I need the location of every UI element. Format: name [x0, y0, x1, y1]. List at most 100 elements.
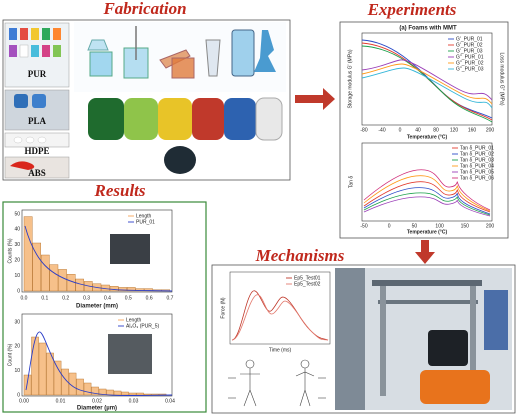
material-label: ABS [28, 168, 46, 178]
x-tick-label: 80 [433, 127, 439, 133]
bar-shape [41, 254, 50, 292]
bar-shape [83, 382, 92, 396]
legend-label: Tan δ_PUR_04 [460, 163, 494, 169]
arrow [295, 88, 335, 110]
axis-label: Diameter (mm) [76, 304, 118, 310]
y-tick-label: 0 [17, 288, 20, 294]
x-tick-label: 0.2 [62, 295, 69, 301]
y-tick-label: 30 [14, 242, 20, 248]
y-tick-label: 20 [14, 344, 20, 350]
bar-shape [68, 372, 77, 396]
curves [363, 169, 491, 217]
plot-area [361, 142, 493, 222]
legend-label: Tan δ_PUR_03 [460, 157, 494, 163]
body-figures [228, 359, 326, 407]
y-tick-label: 0 [17, 392, 20, 398]
plot-area [21, 209, 173, 293]
x-tick-label: 0.01 [56, 398, 66, 404]
axis-label: Force (N) [220, 297, 226, 318]
bar-shape [23, 216, 33, 292]
legend-label: Length [126, 317, 142, 323]
bar-shape [128, 392, 137, 396]
material-label: HDPE [24, 146, 49, 156]
bar-shape [136, 392, 144, 396]
process-illustration [74, 22, 286, 174]
x-tick-label: 100 [435, 223, 444, 229]
x-tick-label: 0.5 [125, 295, 132, 301]
x-tick-label: 0.0 [21, 295, 28, 301]
curves [231, 290, 329, 341]
y-tick-label: 50 [14, 211, 20, 217]
bar-shape [23, 374, 32, 396]
x-tick-label: -50 [360, 223, 367, 229]
legend-label: Tan δ_PUR_05 [460, 169, 494, 175]
x-tick-label: 150 [461, 223, 470, 229]
legend-label: Ep5_Test01 [294, 275, 321, 281]
axis-label: Count (%) [7, 343, 13, 366]
arrow [415, 240, 435, 264]
materials: PUR PLA HDPE ABS [4, 22, 70, 179]
material-label: PLA [28, 116, 47, 126]
x-tick-label: 0.3 [83, 295, 90, 301]
x-tick-label: 0.04 [165, 398, 175, 404]
fit-curve [25, 331, 173, 396]
legend-label: G'_PUR_03 [456, 48, 483, 54]
panel [339, 21, 509, 239]
axis-label: Temperature (°C) [407, 229, 448, 235]
bar-shape [32, 242, 41, 292]
bar-shape [126, 287, 136, 292]
bar-shape [118, 287, 127, 292]
bar-shape [58, 269, 67, 292]
x-tick-label: 120 [450, 127, 459, 133]
plot-area [229, 271, 331, 345]
bar-shape [38, 342, 47, 396]
curves [361, 39, 493, 123]
title: Experiments [367, 0, 457, 19]
axis-label: Diameter (µm) [77, 406, 117, 412]
x-tick-label: 40 [415, 127, 421, 133]
legend-label: G''_PUR_03 [456, 66, 484, 72]
legend-label: Ep5_Test02 [294, 281, 321, 287]
legend-label: PUR_01 [136, 219, 155, 225]
legend-label: Tan δ_PUR_01 [460, 145, 494, 151]
title: Results [93, 181, 145, 200]
y-tick-label: 20 [14, 258, 20, 264]
plot-area [21, 313, 173, 397]
x-tick-label: 50 [412, 223, 418, 229]
micrograph [110, 234, 150, 264]
bar-shape [46, 352, 54, 396]
legend-label: G'_PUR_02 [456, 42, 483, 48]
title: Mechanisms [255, 246, 345, 265]
y-tick-label: 10 [14, 368, 20, 374]
test-rig-photo [335, 268, 512, 410]
bar-shape [31, 336, 39, 396]
legend-label: G''_PUR_01 [456, 54, 484, 60]
bar-shape [61, 368, 69, 396]
legend-label: G''_PUR_02 [456, 60, 484, 66]
axis-label: Time (ms) [269, 347, 292, 353]
fit-curve [24, 225, 173, 292]
x-tick-label: 0.7 [167, 295, 174, 301]
axis-label: Temperature (°C) [407, 134, 448, 140]
axis-label: Tan δ [348, 176, 354, 188]
legend-label: Al₂O₃ (PUR_5) [126, 323, 159, 329]
bar-shape [91, 386, 99, 396]
bar-shape [109, 286, 119, 292]
axis-label: Loss modulus G'' (MPa) [499, 52, 505, 105]
axis-label: Storage modulus G' (MPa) [347, 49, 353, 108]
x-tick-label: 0.03 [129, 398, 139, 404]
bar-shape [53, 360, 62, 396]
histogram-bars [23, 336, 167, 396]
bar-shape [121, 391, 129, 396]
legend-label: G'_PUR_01 [456, 36, 483, 42]
x-tick-label: 0 [388, 223, 391, 229]
bar-shape [113, 390, 122, 396]
bar-shape [106, 389, 114, 396]
x-tick-label: 0.1 [41, 295, 48, 301]
plot-area [361, 32, 493, 126]
y-tick-label: 10 [14, 273, 20, 279]
legend-label: Length [136, 213, 152, 219]
bar-shape [76, 378, 84, 396]
legend-label: Tan δ_PUR_02 [460, 151, 494, 157]
bar-shape [49, 264, 59, 292]
